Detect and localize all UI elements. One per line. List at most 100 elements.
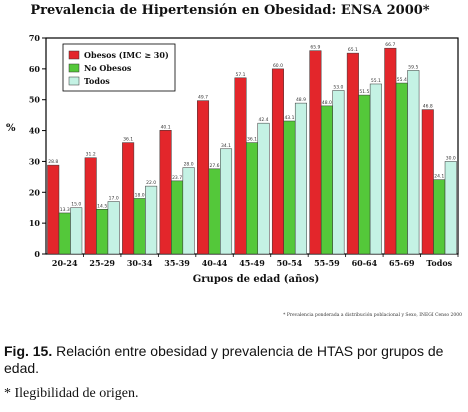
legend-swatch: [68, 50, 80, 60]
bar-todos-35-39: [182, 167, 195, 255]
bar-no-obesos-45-49: [246, 142, 258, 255]
bar-obesos-imc-30-20-24: [47, 164, 60, 255]
chart-title: Prevalencia de Hipertensión en Obesidad:…: [30, 3, 429, 18]
bar-value-label: 36.1: [123, 137, 133, 143]
bar-value-label: 40.1: [161, 124, 171, 130]
bar-value-label: 27.6: [210, 163, 220, 169]
bar-obesos-imc-30-65-69: [384, 47, 397, 255]
bar-obesos-imc-30-35-39: [159, 130, 172, 255]
bar-value-label: 34.1: [221, 143, 231, 149]
y-tick-label: 30: [29, 156, 41, 166]
bar-no-obesos-40-44: [208, 168, 221, 255]
x-tick-label: 50-54: [277, 258, 303, 268]
bar-value-label: 65.9: [310, 45, 320, 51]
bar-value-label: 17.0: [109, 196, 119, 202]
bar-value-label: 49.7: [198, 95, 208, 101]
bar-value-label: 43.1: [284, 115, 294, 121]
bar-obesos-imc-30-60-64: [346, 52, 359, 255]
bar-value-label: 59.5: [408, 64, 418, 70]
y-tick-label: 50: [29, 95, 41, 105]
y-tick-label: 70: [29, 33, 41, 43]
bar-obesos-imc-30-todos: [421, 109, 434, 255]
bar-value-label: 18.0: [135, 192, 145, 198]
figure-caption: Fig. 15. Relación entre obesidad y preva…: [4, 343, 464, 377]
legend-label: Obesos (IMC ≥ 30): [84, 50, 169, 60]
bar-value-label: 46.8: [423, 104, 433, 110]
legend-label: No Obesos: [84, 63, 132, 73]
bar-todos-55-59: [332, 90, 345, 255]
bar-value-label: 30.0: [446, 155, 456, 161]
bar-value-label: 28.0: [184, 162, 194, 168]
bar-value-label: 51.5: [359, 89, 369, 95]
x-axis-label: Grupos de edad (años): [193, 274, 320, 285]
bar-value-label: 42.4: [258, 117, 268, 123]
bar-todos-25-29: [107, 201, 120, 255]
bar-value-label: 65.1: [348, 47, 358, 53]
bar-no-obesos-55-59: [320, 105, 333, 255]
bar-todos-40-44: [220, 148, 233, 255]
bar-no-obesos-todos: [433, 179, 446, 255]
legend-box: [62, 43, 176, 92]
bar-value-label: 28.8: [48, 159, 58, 165]
chart: Prevalencia de Hipertensión en Obesidad:…: [6, 3, 462, 318]
bar-no-obesos-25-29: [96, 209, 109, 255]
bar-obesos-imc-30-40-44: [197, 100, 210, 255]
bar-todos-todos: [444, 161, 457, 255]
bar-todos-20-24: [70, 207, 83, 255]
bar-no-obesos-35-39: [171, 180, 184, 255]
bar-value-label: 55.1: [371, 78, 381, 84]
y-tick-label: 0: [34, 249, 40, 259]
y-tick-label: 60: [29, 64, 41, 74]
bar-value-label: 57.1: [235, 72, 245, 78]
y-tick-label: 40: [29, 126, 41, 136]
bar-value-label: 60.0: [273, 63, 283, 69]
figure-label: Fig. 15.: [4, 343, 53, 359]
y-axis-label: %: [6, 123, 16, 134]
y-tick-label: 20: [29, 187, 41, 197]
bar-obesos-imc-30-25-29: [84, 157, 97, 255]
bar-value-label: 48.0: [322, 100, 332, 106]
x-tick-label: 25-29: [89, 258, 115, 268]
x-tick-label: 40-44: [202, 258, 228, 268]
caption-text: Relación entre obesidad y prevalencia de…: [4, 343, 444, 376]
bar-value-label: 48.9: [296, 97, 306, 103]
bar-obesos-imc-30-50-54: [271, 68, 284, 255]
bar-value-label: 66.7: [385, 42, 395, 48]
bar-obesos-imc-30-30-34: [122, 142, 135, 255]
bar-todos-50-54: [294, 102, 307, 255]
bar-no-obesos-20-24: [58, 212, 71, 255]
y-tick-label: 10: [29, 218, 41, 228]
x-tick-label: 35-39: [164, 258, 190, 268]
bar-todos-60-64: [369, 83, 382, 255]
x-tick-label: 45-49: [239, 258, 265, 268]
x-tick-label: 55-59: [314, 258, 340, 268]
bar-value-label: 31.2: [86, 152, 96, 158]
bar-todos-65-69: [407, 70, 420, 255]
bar-no-obesos-60-64: [358, 94, 371, 255]
bar-no-obesos-65-69: [395, 82, 408, 255]
bar-value-label: 53.0: [333, 84, 343, 90]
x-tick-label: 30-34: [127, 258, 153, 268]
bar-value-label: 13.3: [60, 207, 70, 213]
bar-obesos-imc-30-45-49: [234, 77, 247, 255]
bar-value-label: 15.0: [71, 202, 81, 208]
x-tick-label: 60-64: [352, 258, 378, 268]
bar-todos-30-34: [145, 185, 158, 255]
x-tick-label: 65-69: [389, 258, 415, 268]
bar-no-obesos-30-34: [133, 198, 146, 255]
legend-swatch: [68, 76, 80, 86]
bar-todos-45-49: [257, 122, 270, 255]
bar-obesos-imc-30-55-59: [309, 50, 322, 255]
x-tick-label: Todos: [426, 258, 452, 268]
x-axis-ticks: 20-24 25-29 30-34 35-39 40-44 45-49 50-54 55-59…: [52, 254, 459, 268]
y-axis-ticks: 0 10 20 30 40 50 60 70: [29, 33, 46, 259]
bar-value-label: 22.0: [146, 180, 156, 186]
bar-value-label: 14.5: [97, 203, 107, 209]
bars: 28.8 13.315.0 31.2 14.517.0 36.1 18.022.0 40.1…: [47, 42, 457, 255]
source-note: * Prevalencia ponderada a distribución p…: [283, 311, 462, 318]
bar-value-label: 36.1: [247, 137, 257, 143]
legend-swatch: [68, 63, 80, 73]
legend-label: Todos: [84, 76, 110, 86]
legend: Obesos (IMC ≥ 30) No Obesos Todos: [62, 43, 176, 92]
